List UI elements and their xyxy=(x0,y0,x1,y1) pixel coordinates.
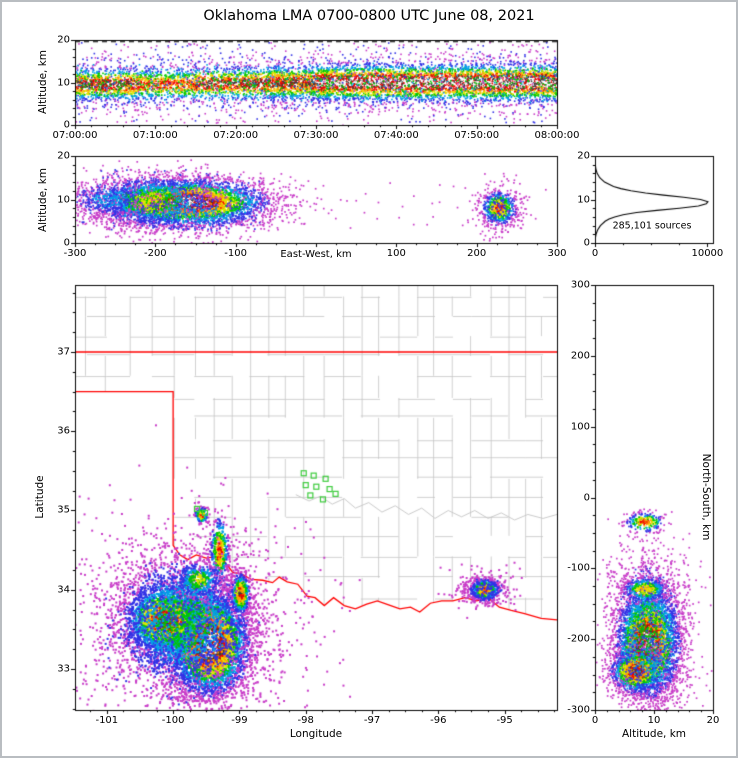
tick-label: 08:00:00 xyxy=(534,130,580,141)
tick-label: 34 xyxy=(57,584,70,596)
tick-label: -100 xyxy=(161,715,185,726)
tick-label: -200 xyxy=(143,248,167,259)
tick-label: 07:00:00 xyxy=(52,130,98,141)
tick-label: -300 xyxy=(63,248,87,259)
tick-label: 07:20:00 xyxy=(213,130,259,141)
tick-label: 0 xyxy=(591,715,599,726)
figure-title: Oklahoma LMA 0700-0800 UTC June 08, 2021 xyxy=(203,8,535,24)
tick-label: 07:50:00 xyxy=(454,130,500,141)
tick-label: 36 xyxy=(57,425,70,437)
tick-label: 07:30:00 xyxy=(293,130,339,141)
tick-label: 20 xyxy=(577,150,590,162)
ew-panel-ylabel: Altitude, km xyxy=(37,167,49,233)
tick-label: 10 xyxy=(647,715,661,726)
tick-label: 200 xyxy=(467,248,487,259)
tick-label: 0 xyxy=(63,237,70,249)
tick-label: 07:10:00 xyxy=(132,130,178,141)
tick-label: -95 xyxy=(496,715,513,726)
time-panel-ylabel: Altitude, km xyxy=(37,49,49,115)
tick-label: 20 xyxy=(706,715,720,726)
tick-label: -100 xyxy=(567,562,590,574)
tick-label: 0 xyxy=(591,248,599,259)
tick-label: -101 xyxy=(95,715,119,726)
tick-label: 07:40:00 xyxy=(373,130,419,141)
map-xlabel: Longitude xyxy=(289,728,343,740)
tick-label: 300 xyxy=(570,279,590,291)
tick-label: 10 xyxy=(57,194,70,205)
tick-label: -96 xyxy=(430,715,447,726)
tick-label: -99 xyxy=(231,715,248,726)
tick-label: 10 xyxy=(577,194,590,205)
tick-label: 100 xyxy=(386,248,406,259)
tick-label: 20 xyxy=(57,34,70,46)
tick-label: -200 xyxy=(567,633,590,645)
ns-panel-ylabel: North-South, km xyxy=(700,453,712,541)
tick-label: -97 xyxy=(363,715,381,726)
tick-label: 300 xyxy=(547,248,567,259)
ew-panel-xlabel: East-West, km xyxy=(280,249,352,260)
tick-label: 0 xyxy=(63,119,70,131)
tick-label: 100 xyxy=(570,421,590,433)
tick-label: 200 xyxy=(570,350,590,362)
tick-label: 0 xyxy=(583,237,590,249)
tick-label: -100 xyxy=(224,248,248,259)
source-count-annotation: 285,101 sources xyxy=(612,220,692,232)
tick-label: 37 xyxy=(57,346,70,358)
tick-label: 20 xyxy=(57,150,70,162)
map-ylabel: Latitude xyxy=(34,475,46,519)
tick-label: -300 xyxy=(567,704,590,716)
tick-label: 33 xyxy=(57,663,70,675)
tick-label: 35 xyxy=(57,504,70,516)
tick-label: -98 xyxy=(297,715,314,726)
tick-label: 10 xyxy=(57,77,70,88)
tick-label: 0 xyxy=(583,492,590,503)
ns-panel-xlabel: Altitude, km xyxy=(621,728,687,740)
tick-label: 10000 xyxy=(691,248,724,259)
